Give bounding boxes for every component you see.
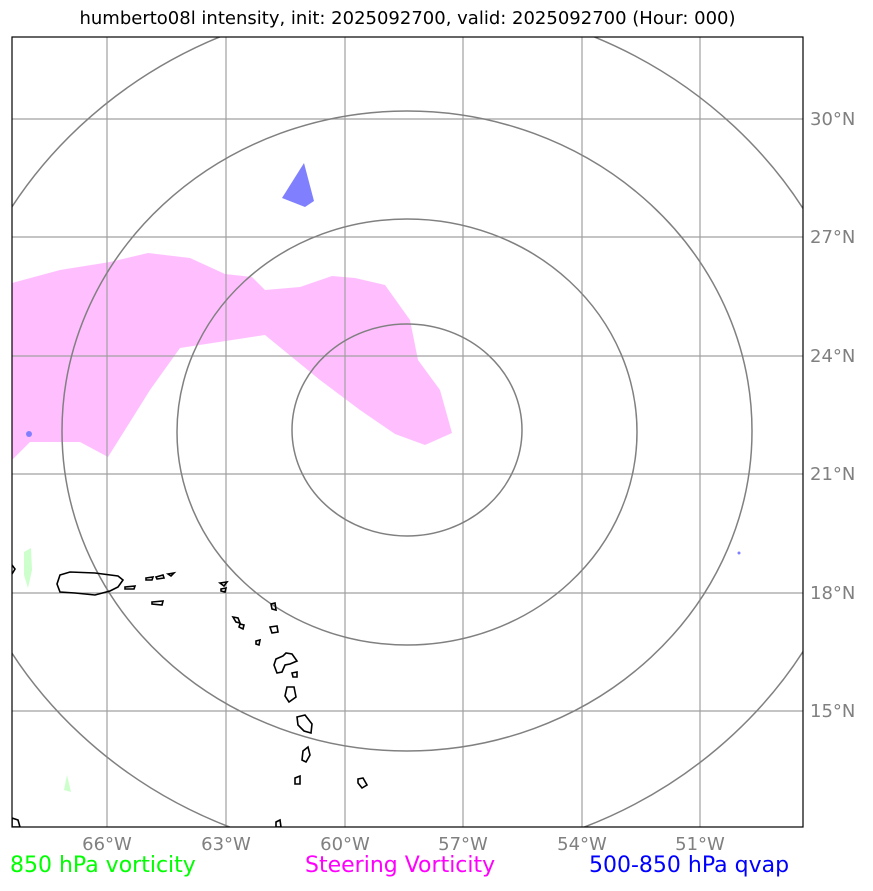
island-vieques (124, 585, 137, 590)
island-dominica (284, 686, 297, 704)
lon-label-66w: 66°W (82, 834, 132, 855)
island-anguilla (217, 580, 229, 588)
island-virgin-1 (145, 576, 155, 581)
island-st-kitts (231, 615, 242, 625)
lon-label-60w: 60°W (320, 834, 370, 855)
range-ring-1 (291, 323, 523, 537)
legend-steering-vorticity: Steering Vorticity (305, 853, 496, 878)
latitude-labels: 30°N 27°N 24°N 21°N 18°N 15°N (810, 109, 855, 722)
island-montserrat (255, 638, 262, 647)
qvap-dot-small (737, 551, 741, 555)
island-grenada (275, 818, 282, 827)
lon-label-54w: 54°W (557, 834, 607, 855)
island-nevis (238, 623, 245, 631)
island-guadeloupe (273, 652, 299, 674)
island-martinique (296, 714, 313, 735)
map-frame (11, 36, 804, 828)
lat-label-27n: 27°N (810, 227, 855, 248)
lon-label-63w: 63°W (201, 834, 251, 855)
vorticity-850-region-south (64, 775, 71, 792)
island-marie-galante (291, 671, 298, 678)
legend-qvap: 500-850 hPa qvap (589, 853, 790, 878)
island-antigua (268, 625, 279, 634)
island-puerto-rico (56, 571, 125, 596)
lon-label-57w: 57°W (438, 834, 488, 855)
lat-label-18n: 18°N (810, 583, 855, 604)
range-rings (12, 37, 803, 827)
lat-label-21n: 21°N (810, 464, 855, 485)
island-st-croix (151, 600, 165, 606)
lat-label-24n: 24°N (810, 346, 855, 367)
chart-title: humberto08l intensity, init: 2025092700,… (79, 8, 736, 29)
vorticity-850-region (24, 548, 32, 588)
island-barbuda (270, 602, 277, 612)
island-st-lucia (301, 745, 311, 764)
legend-850-vorticity: 850 hPa vorticity (10, 853, 196, 878)
qvap-region (282, 163, 314, 207)
island-barbados (357, 777, 369, 790)
island-south-west (12, 817, 21, 827)
longitude-labels: 66°W 63°W 60°W 57°W 54°W 51°W (82, 834, 725, 855)
gridlines (12, 37, 803, 827)
island-virgin-2 (154, 574, 166, 580)
qvap-dot (26, 431, 32, 437)
range-ring-2 (176, 218, 638, 646)
lat-label-30n: 30°N (810, 109, 855, 130)
island-st-martin (220, 586, 228, 593)
range-ring-3 (61, 110, 753, 752)
coastlines (12, 564, 369, 827)
island-st-vincent (294, 774, 301, 785)
island-virgin-3 (165, 571, 177, 578)
steering-vorticity-region (12, 253, 452, 460)
lon-label-51w: 51°W (675, 834, 725, 855)
island-hispaniola-edge (12, 564, 16, 575)
lat-label-15n: 15°N (810, 701, 855, 722)
